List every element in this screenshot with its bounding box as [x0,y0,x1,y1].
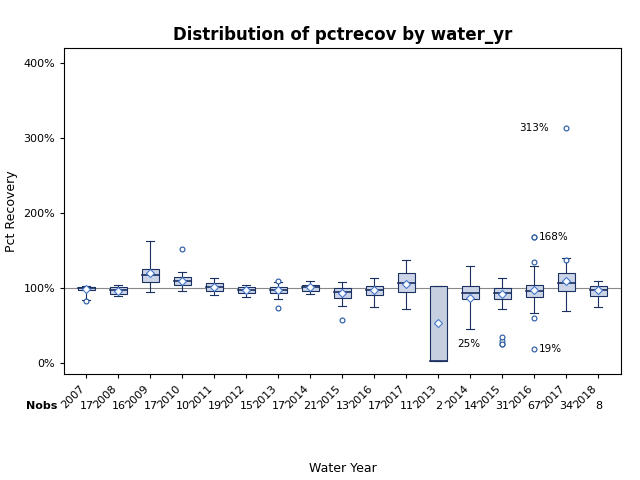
Y-axis label: Pct Recovery: Pct Recovery [4,170,18,252]
Bar [365,286,383,295]
Text: 17: 17 [143,401,157,410]
Text: 21: 21 [303,401,317,410]
Bar [269,287,287,293]
Bar [109,288,127,294]
Bar [589,286,607,296]
Bar [77,287,95,290]
Bar [429,286,447,361]
Bar [333,288,351,298]
Text: 2: 2 [435,401,442,410]
Bar [493,288,511,299]
Text: 14: 14 [463,401,477,410]
Bar [173,277,191,285]
Bar [461,286,479,300]
Text: 67: 67 [527,401,541,410]
Bar [557,273,575,291]
Text: 34: 34 [559,401,573,410]
Bar [301,285,319,291]
Text: 25%: 25% [457,339,480,349]
Title: Distribution of pctrecov by water_yr: Distribution of pctrecov by water_yr [173,25,512,44]
Text: 11: 11 [399,401,413,410]
Text: 16: 16 [111,401,125,410]
Text: 8: 8 [595,401,602,410]
Text: 168%: 168% [540,232,569,242]
Text: 13: 13 [335,401,349,410]
Text: 17: 17 [271,401,285,410]
Bar [397,273,415,292]
Bar [525,285,543,297]
Text: 17: 17 [79,401,93,410]
Text: 17: 17 [367,401,381,410]
Text: Water Year: Water Year [308,462,376,475]
Text: 313%: 313% [519,123,548,133]
Bar [237,287,255,293]
Bar [141,269,159,282]
Text: 15: 15 [239,401,253,410]
Text: 10: 10 [175,401,189,410]
Text: Nobs: Nobs [26,401,58,410]
Text: 19: 19 [207,401,221,410]
Text: 19%: 19% [540,344,563,354]
Bar [205,283,223,291]
Text: 31: 31 [495,401,509,410]
